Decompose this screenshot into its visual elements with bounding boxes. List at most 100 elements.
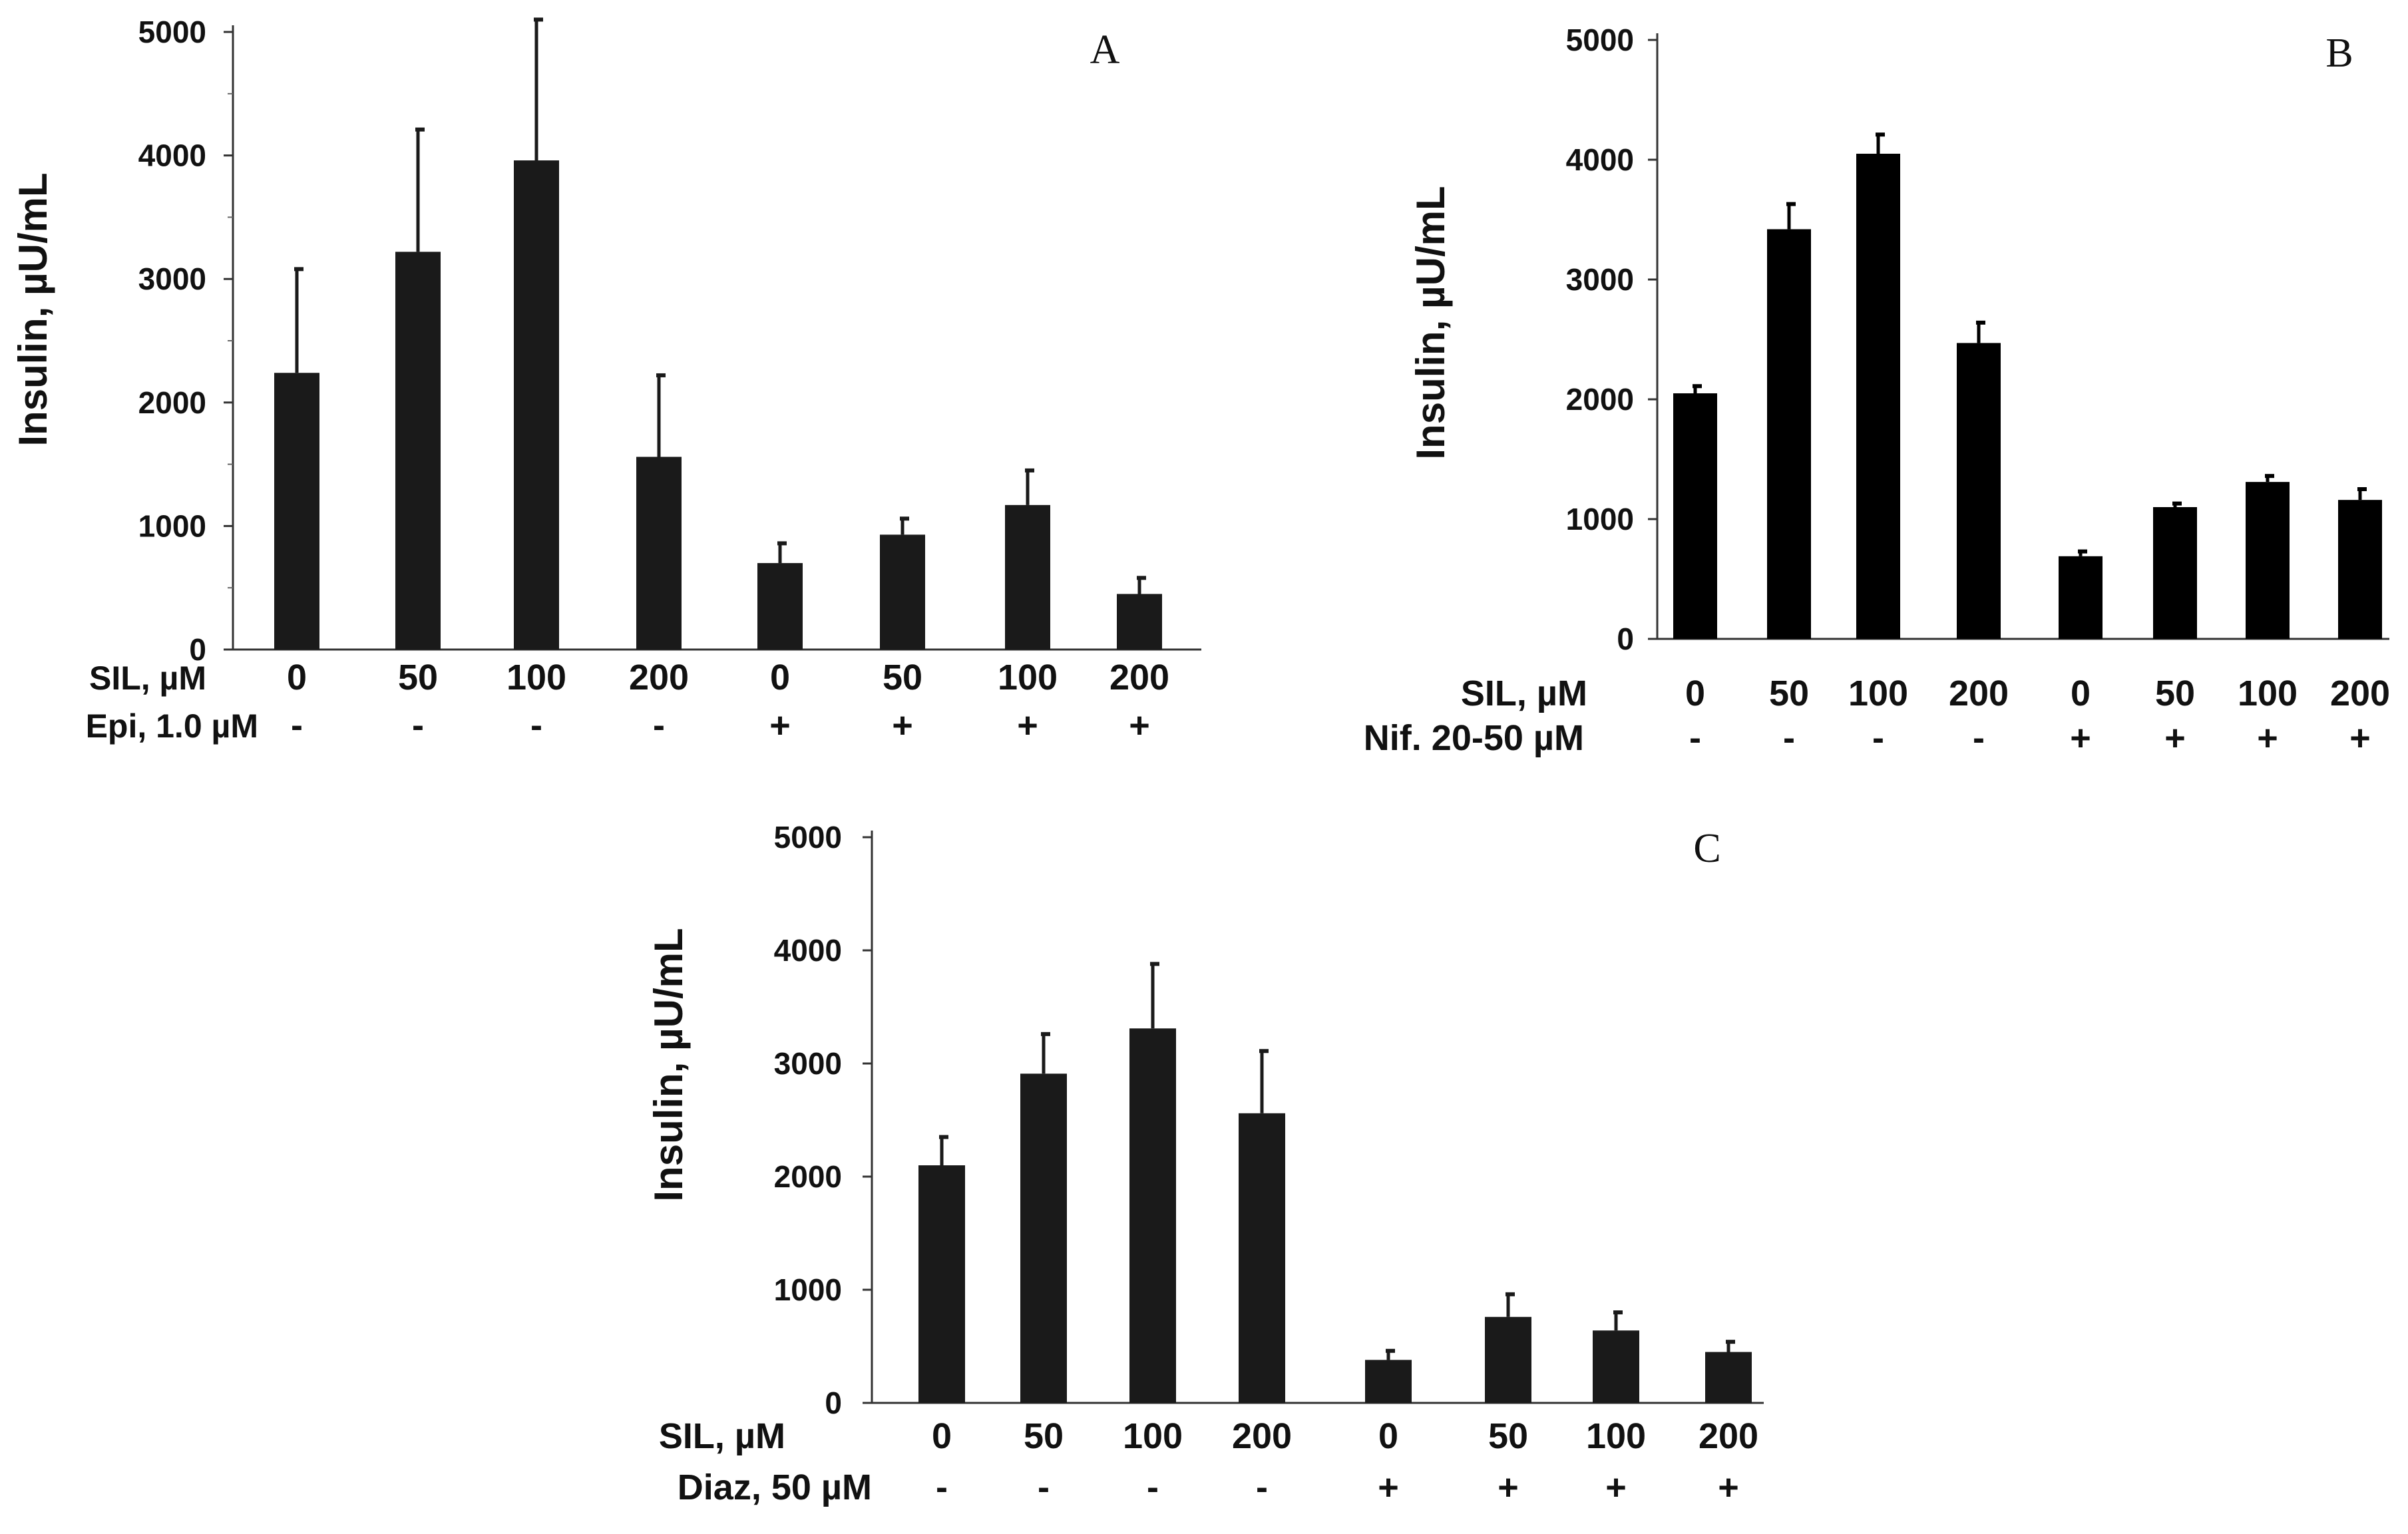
bar bbox=[1856, 154, 1900, 639]
treatment-sign: - bbox=[1256, 1467, 1268, 1507]
bar bbox=[1117, 594, 1162, 650]
treatment-sign: + bbox=[1378, 1467, 1399, 1507]
y-tick-label: 0 bbox=[189, 632, 206, 667]
bar bbox=[2059, 556, 2103, 639]
category-label: 0 bbox=[287, 658, 307, 697]
bar bbox=[1365, 1360, 1412, 1403]
y-tick-label: 5000 bbox=[1566, 23, 1634, 57]
category-label: 200 bbox=[1232, 1416, 1292, 1456]
y-tick-label: 4000 bbox=[138, 138, 206, 173]
treatment-sign: - bbox=[1783, 718, 1795, 758]
bar bbox=[757, 563, 803, 650]
category-label: 50 bbox=[2155, 673, 2195, 713]
y-tick-label: 0 bbox=[1617, 622, 1634, 656]
bar bbox=[1020, 1073, 1067, 1403]
treatment-sign: - bbox=[412, 705, 424, 745]
bar bbox=[395, 252, 441, 650]
treatment-sign: + bbox=[2070, 718, 2091, 758]
y-tick-label: 1000 bbox=[774, 1272, 842, 1307]
category-label: 50 bbox=[1024, 1416, 1064, 1456]
treatment-sign: - bbox=[936, 1467, 948, 1507]
category-label: 50 bbox=[398, 658, 438, 697]
treatment-sign: - bbox=[1872, 718, 1884, 758]
category-label: 200 bbox=[629, 658, 689, 697]
category-label: 200 bbox=[1699, 1416, 1758, 1456]
category-label: 200 bbox=[2330, 673, 2390, 713]
treatment-sign: + bbox=[769, 705, 791, 745]
treatment-sign: + bbox=[2164, 718, 2186, 758]
category-label: 0 bbox=[932, 1416, 952, 1456]
y-tick-label: 3000 bbox=[774, 1046, 842, 1081]
row1-label: SIL, µM bbox=[89, 660, 206, 697]
bar bbox=[1129, 1028, 1176, 1403]
row2-label: Epi, 1.0 µM bbox=[86, 707, 258, 745]
treatment-sign: + bbox=[1605, 1467, 1627, 1507]
treatment-sign: - bbox=[1973, 718, 1985, 758]
category-label: 200 bbox=[1109, 658, 1169, 697]
treatment-sign: - bbox=[653, 705, 665, 745]
category-label: 100 bbox=[506, 658, 566, 697]
bar bbox=[1767, 229, 1811, 639]
y-tick-label: 4000 bbox=[1566, 142, 1634, 177]
treatment-sign: + bbox=[1718, 1467, 1739, 1507]
panel-letter: B bbox=[2325, 31, 2353, 76]
y-tick-label: 5000 bbox=[138, 15, 206, 49]
treatment-sign: + bbox=[1017, 705, 1038, 745]
bar bbox=[1005, 504, 1050, 650]
y-axis-title: Insulin, µU/mL bbox=[646, 928, 691, 1201]
category-label: 100 bbox=[1123, 1416, 1183, 1456]
treatment-sign: - bbox=[1038, 1467, 1050, 1507]
y-tick-label: 4000 bbox=[774, 933, 842, 968]
treatment-sign: + bbox=[1498, 1467, 1519, 1507]
category-label: 50 bbox=[883, 658, 922, 697]
y-tick-label: 3000 bbox=[138, 262, 206, 296]
y-tick-label: 2000 bbox=[1566, 382, 1634, 417]
bar bbox=[1957, 343, 2001, 639]
treatment-sign: - bbox=[1689, 718, 1701, 758]
bar bbox=[636, 457, 682, 650]
treatment-sign: + bbox=[2349, 718, 2371, 758]
panel-letter: C bbox=[1693, 826, 1720, 871]
bar bbox=[918, 1165, 965, 1403]
category-label: 0 bbox=[2071, 673, 2091, 713]
category-label: 200 bbox=[1949, 673, 2009, 713]
row2-label: Nif. 20-50 µM bbox=[1364, 718, 1584, 758]
bar bbox=[1705, 1352, 1752, 1403]
treatment-sign: + bbox=[2257, 718, 2278, 758]
y-tick-label: 5000 bbox=[774, 820, 842, 855]
y-tick-label: 1000 bbox=[1566, 502, 1634, 536]
bar bbox=[1485, 1316, 1531, 1403]
treatment-sign: - bbox=[530, 705, 542, 745]
category-label: 100 bbox=[2238, 673, 2298, 713]
treatment-sign: + bbox=[892, 705, 913, 745]
panel-letter: A bbox=[1090, 27, 1120, 73]
category-label: 0 bbox=[1685, 673, 1705, 713]
bar bbox=[514, 160, 559, 650]
category-label: 100 bbox=[1848, 673, 1908, 713]
bar bbox=[2153, 507, 2197, 639]
bar bbox=[1593, 1330, 1639, 1403]
row1-label: SIL, µM bbox=[1461, 673, 1587, 713]
treatment-sign: + bbox=[1129, 705, 1150, 745]
category-label: 0 bbox=[770, 658, 790, 697]
y-axis-title: Insulin, µU/mL bbox=[1408, 186, 1453, 459]
bar bbox=[1673, 393, 1717, 639]
bar bbox=[1239, 1113, 1285, 1403]
y-tick-label: 0 bbox=[825, 1386, 842, 1420]
y-tick-label: 2000 bbox=[138, 385, 206, 420]
category-label: 0 bbox=[1378, 1416, 1398, 1456]
bar bbox=[274, 373, 319, 650]
y-tick-label: 1000 bbox=[138, 508, 206, 543]
bar bbox=[2338, 500, 2382, 639]
treatment-sign: - bbox=[291, 705, 303, 745]
category-label: 100 bbox=[998, 658, 1058, 697]
category-label: 50 bbox=[1488, 1416, 1528, 1456]
bar bbox=[880, 534, 925, 650]
y-tick-label: 3000 bbox=[1566, 262, 1634, 297]
y-axis-title: Insulin, µU/mL bbox=[11, 172, 55, 446]
category-label: 100 bbox=[1586, 1416, 1646, 1456]
